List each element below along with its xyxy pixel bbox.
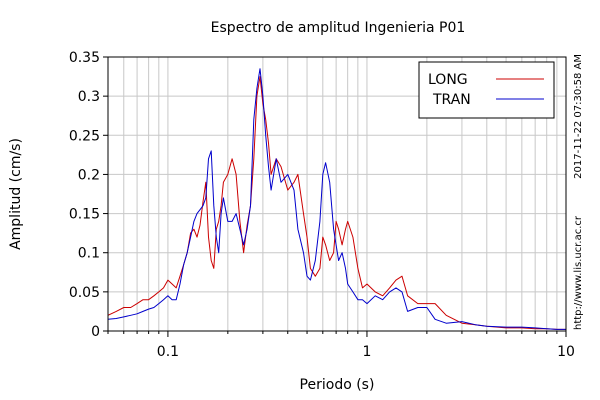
plot-series (108, 68, 566, 330)
chart-title: Espectro de amplitud Ingenieria P01 (211, 20, 466, 36)
legend-label-tran: TRAN (432, 92, 471, 108)
y-tick-label: 0.35 (69, 50, 100, 66)
legend: LONG TRAN (418, 61, 555, 119)
y-tick-label: 0.1 (78, 246, 100, 262)
axis-ticks: 0 0.05 0.1 0.15 0.2 0.25 0.3 0.35 0.1 1 10 (69, 50, 575, 360)
x-tick-label: 1 (362, 344, 371, 360)
y-tick-label: 0.05 (69, 285, 100, 301)
x-axis-label: Periodo (s) (300, 377, 375, 393)
source-url-text: http://www.lis.ucr.ac.cr (573, 215, 584, 330)
grid (107, 56, 567, 332)
y-axis-label: Amplitud (cm/s) (8, 138, 24, 250)
y-tick-label: 0.25 (69, 128, 100, 144)
y-tick-label: 0.15 (69, 207, 100, 223)
x-tick-label: 0.1 (157, 344, 179, 360)
series-line-tran (108, 68, 566, 330)
legend-label-long: LONG (428, 72, 468, 88)
y-tick-label: 0 (91, 324, 100, 340)
x-tick-label: 10 (557, 344, 575, 360)
legend-box (418, 61, 555, 119)
y-tick-label: 0.3 (78, 89, 100, 105)
plot-frame (107, 56, 567, 332)
y-tick-label: 0.2 (78, 167, 100, 183)
timestamp-text: 2017-11-22 07:30:58 AM (573, 54, 584, 179)
